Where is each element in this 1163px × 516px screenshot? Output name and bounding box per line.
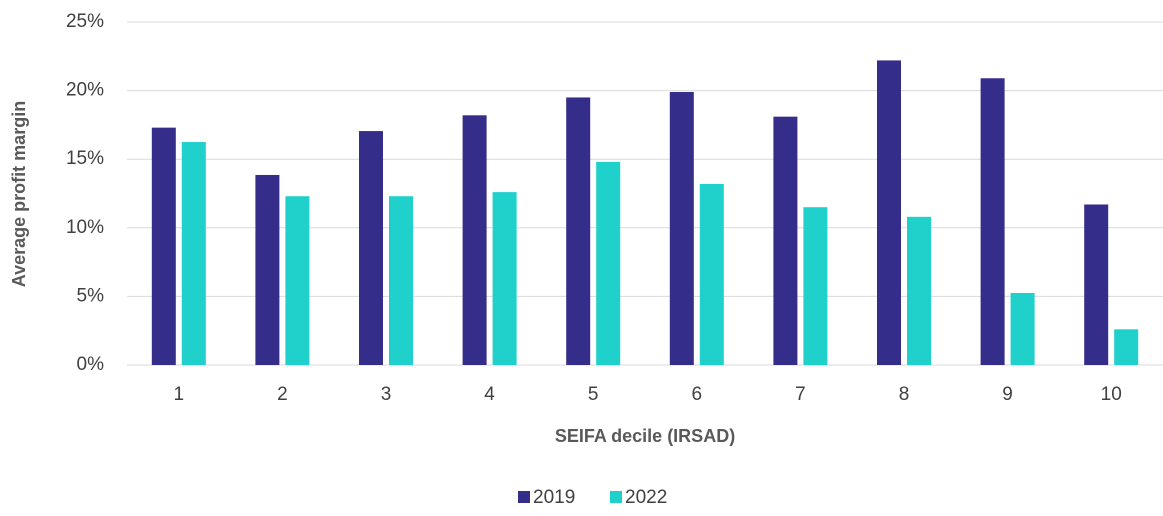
x-tick-label: 10 — [1101, 384, 1122, 405]
bar — [492, 192, 517, 365]
bar — [1084, 204, 1109, 365]
y-tick-label: 10% — [66, 217, 104, 238]
x-axis-title: SEIFA decile (IRSAD) — [555, 426, 735, 446]
bar — [1010, 292, 1035, 365]
bar — [596, 161, 621, 365]
x-tick-label: 2 — [277, 384, 288, 405]
x-tick-label: 8 — [899, 384, 910, 405]
legend-label: 2019 — [533, 487, 575, 508]
legend-label: 2022 — [625, 487, 667, 508]
bar — [669, 91, 694, 366]
y-tick-label: 20% — [66, 80, 104, 101]
y-tick-label: 15% — [66, 148, 104, 169]
x-tick-label: 5 — [588, 384, 599, 405]
y-axis-title: Average profit margin — [9, 101, 29, 287]
y-tick-label: 25% — [66, 11, 104, 32]
bar — [566, 97, 591, 366]
y-tick-label: 0% — [77, 354, 105, 375]
x-tick-label: 3 — [381, 384, 392, 405]
bar — [151, 127, 176, 365]
bar — [389, 196, 413, 365]
x-tick-label: 4 — [484, 384, 495, 405]
bar — [462, 115, 487, 366]
bar — [773, 116, 798, 365]
bar — [181, 142, 206, 365]
x-tick-label: 9 — [1002, 384, 1013, 405]
bar — [907, 216, 931, 365]
bar — [699, 183, 724, 365]
bar — [877, 60, 901, 365]
legend-swatch — [610, 491, 622, 503]
x-tick-label: 1 — [174, 384, 185, 405]
bar — [1114, 329, 1139, 365]
bar — [980, 78, 1005, 365]
bar — [359, 131, 383, 365]
bar — [285, 196, 310, 365]
bar — [255, 174, 280, 365]
bar — [803, 207, 828, 365]
y-tick-label: 5% — [77, 285, 105, 306]
x-tick-label: 7 — [795, 384, 806, 405]
x-tick-label: 6 — [692, 384, 703, 405]
legend-swatch — [518, 491, 530, 503]
